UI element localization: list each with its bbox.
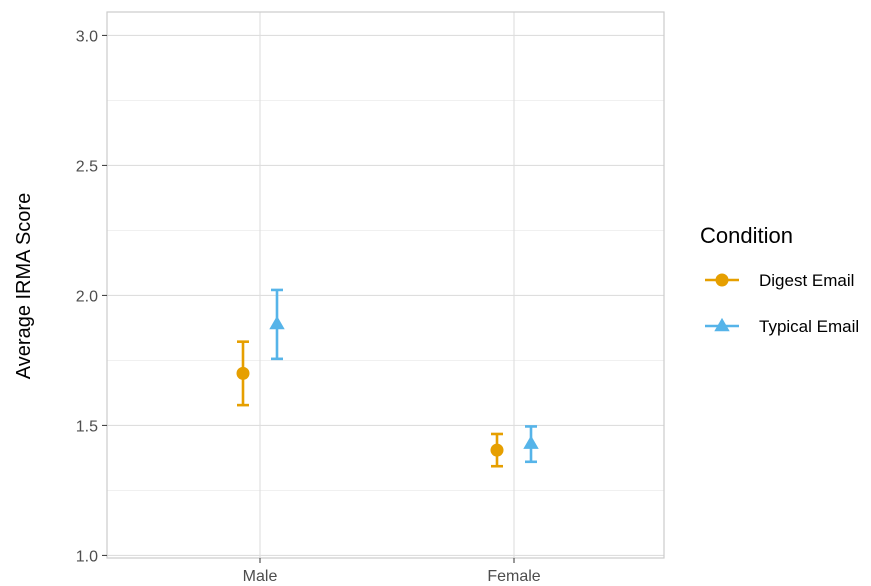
legend-title: Condition: [700, 223, 793, 248]
legend-label: Digest Email: [759, 271, 854, 290]
y-tick-label: 1.5: [76, 418, 98, 435]
legend: Condition Digest Email Typical Email: [700, 223, 859, 336]
y-tick-label: 3.0: [76, 28, 98, 45]
series-digest-email: [236, 340, 504, 468]
triangle-marker: [523, 435, 539, 449]
y-axis-title: Average IRMA Score: [13, 193, 35, 379]
series-typical-email: [269, 288, 539, 464]
triangle-marker: [714, 317, 730, 332]
y-axis: 1.0 1.5 2.0 2.5 3.0: [76, 28, 107, 565]
legend-item: Typical Email: [705, 317, 859, 336]
y-tick-label: 2.0: [76, 288, 98, 305]
legend-item: Digest Email: [705, 271, 854, 290]
y-tick-label: 1.0: [76, 548, 98, 565]
triangle-marker: [269, 315, 285, 330]
x-axis: Male Female: [243, 558, 541, 585]
x-tick-label: Female: [487, 568, 540, 585]
data-marks: [236, 288, 539, 468]
y-tick-label: 2.5: [76, 158, 98, 175]
circle-marker: [715, 273, 729, 287]
circle-marker: [490, 443, 504, 457]
grid: [107, 12, 664, 558]
circle-marker: [236, 366, 250, 380]
legend-label: Typical Email: [759, 317, 859, 336]
x-tick-label: Male: [243, 568, 278, 585]
plot-panel-border: [106, 11, 665, 559]
